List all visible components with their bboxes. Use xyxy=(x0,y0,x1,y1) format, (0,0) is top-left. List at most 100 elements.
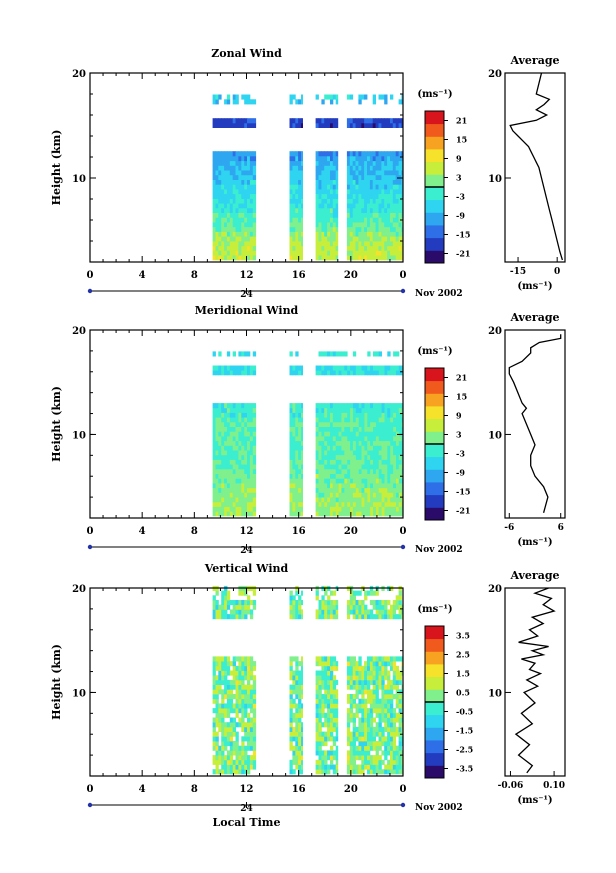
heatmap-cell xyxy=(387,231,391,237)
heatmap-cell xyxy=(224,609,228,615)
heatmap-cell xyxy=(315,698,319,704)
heatmap-cell xyxy=(358,492,362,498)
heatmap-cell xyxy=(346,179,351,185)
heatmap-cell xyxy=(332,769,337,775)
heatmap-cell xyxy=(352,684,356,690)
heatmap-cell xyxy=(218,670,222,676)
heatmap-cell xyxy=(235,255,239,261)
heatmap-cell xyxy=(367,459,371,465)
heatmap-cell xyxy=(330,245,334,251)
heatmap-cell xyxy=(393,436,397,442)
heatmap-cell xyxy=(372,684,376,690)
heatmap-cell xyxy=(384,193,388,199)
heatmap-cell xyxy=(232,217,236,223)
heatmap-cell xyxy=(352,722,356,728)
heatmap-cell xyxy=(232,189,236,195)
date-label: Nov 2002 xyxy=(415,289,463,299)
colorbar-segment xyxy=(425,123,444,137)
heatmap-cell xyxy=(229,184,234,190)
day-marker: 24 xyxy=(240,290,253,300)
heatmap-cell xyxy=(212,454,216,460)
heatmap-cell xyxy=(387,436,391,442)
heatmap-cell xyxy=(301,741,303,747)
heatmap-cell xyxy=(318,769,322,775)
heatmap-cell xyxy=(327,661,331,667)
heatmap-cell xyxy=(215,741,219,747)
heatmap-cell xyxy=(347,459,351,465)
heatmap-cell xyxy=(350,421,354,427)
heatmap-cell xyxy=(364,431,368,437)
heatmap-cell xyxy=(241,250,245,256)
heatmap-cell xyxy=(298,745,302,751)
heatmap-cell xyxy=(224,198,228,204)
heatmap-cell xyxy=(244,675,248,681)
heatmap-cell xyxy=(384,712,388,718)
heatmap-cell xyxy=(378,203,382,209)
heatmap-cell xyxy=(327,421,331,427)
heatmap-cell xyxy=(390,450,394,456)
heatmap-cell xyxy=(398,759,402,765)
heatmap-cell xyxy=(327,184,331,190)
y-tick-label: 10 xyxy=(72,688,86,699)
heatmap-cell xyxy=(226,156,231,162)
heatmap-cell xyxy=(361,473,365,479)
heatmap-cell xyxy=(289,694,293,700)
heatmap-cell xyxy=(370,431,374,437)
heatmap-cell xyxy=(218,684,222,690)
heatmap-cell xyxy=(215,212,219,218)
heatmap-cell xyxy=(364,203,368,209)
heatmap-cell xyxy=(235,487,239,493)
heatmap-cell xyxy=(364,165,368,171)
heatmap-cell xyxy=(372,736,376,742)
heatmap-cell xyxy=(247,511,251,517)
heatmap-cell xyxy=(247,478,251,484)
heatmap-cell xyxy=(327,118,331,124)
heatmap-cell xyxy=(298,241,302,247)
heatmap-cell xyxy=(327,511,331,517)
heatmap-cell xyxy=(364,731,368,737)
heatmap-cell xyxy=(252,165,257,171)
heatmap-cell xyxy=(330,118,334,124)
heatmap-cell xyxy=(226,226,231,232)
heatmap-cell xyxy=(295,440,299,446)
heatmap-cell xyxy=(324,679,328,685)
heatmap-cell xyxy=(352,122,356,128)
heatmap-cell xyxy=(232,750,236,756)
heatmap-cell xyxy=(395,174,399,180)
heatmap-cell xyxy=(367,506,371,512)
heatmap-cell xyxy=(229,694,234,700)
heatmap-cell xyxy=(327,483,331,489)
heatmap-cell xyxy=(224,497,228,503)
heatmap-cell xyxy=(318,717,322,723)
heatmap-cell xyxy=(249,703,254,709)
heatmap-cell xyxy=(367,665,371,671)
heatmap-cell xyxy=(349,236,354,242)
heatmap-cell xyxy=(372,745,376,751)
heatmap-cell xyxy=(378,726,382,732)
heatmap-cell xyxy=(330,412,334,418)
heatmap-cell xyxy=(252,745,257,751)
heatmap-cell xyxy=(289,189,293,195)
heatmap-cell xyxy=(330,679,334,685)
heatmap-cell xyxy=(364,370,368,376)
heatmap-cell xyxy=(221,670,225,676)
heatmap-cell xyxy=(390,255,394,261)
heatmap-cell xyxy=(215,431,219,437)
heatmap-cell xyxy=(332,170,337,176)
heatmap-cell xyxy=(364,170,368,176)
heatmap-cell xyxy=(241,407,245,413)
heatmap-cell xyxy=(398,497,403,503)
heatmap-cell xyxy=(321,118,325,124)
heatmap-cell xyxy=(298,99,302,105)
heatmap-cell xyxy=(218,675,222,681)
heatmap-cell xyxy=(229,165,234,171)
heatmap-cell xyxy=(289,726,293,732)
heatmap-cell xyxy=(321,203,325,209)
heatmap-cell xyxy=(327,426,331,432)
heatmap-cell xyxy=(381,189,385,195)
heatmap-cell xyxy=(349,736,354,742)
heatmap-cell xyxy=(375,604,379,610)
heatmap-cell xyxy=(215,722,219,728)
heatmap-cell xyxy=(238,203,242,209)
